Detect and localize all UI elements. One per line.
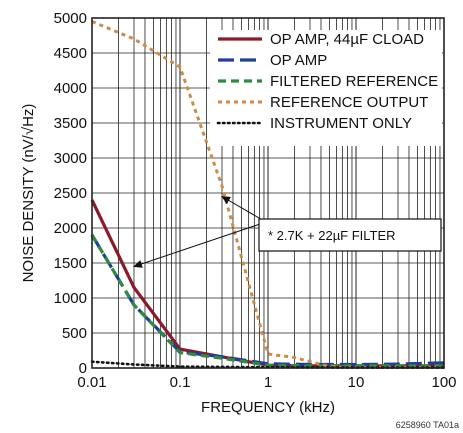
- legend-label-5: INSTRUMENT ONLY: [270, 115, 412, 132]
- series-line-3: [90, 234, 444, 368]
- legend-label-3: FILTERED REFERENCE: [270, 73, 438, 90]
- figure-id: 6258960 TA01a: [396, 420, 459, 430]
- y-tick-label: 500: [62, 325, 87, 342]
- y-tick-label: 4000: [54, 80, 87, 97]
- x-tick-label: 0.1: [170, 374, 191, 391]
- annotation-text: * 2.7K + 22µF FILTER: [268, 228, 396, 243]
- series-line-2: [90, 234, 445, 367]
- x-axis-title: FREQUENCY (kHz): [201, 399, 335, 416]
- y-tick-label: 3500: [54, 115, 87, 132]
- x-tick-label: 0.01: [77, 374, 106, 391]
- legend: OP AMP, 44µF CLOAD OP AMP FILTERED REFEREN…: [210, 30, 442, 146]
- annotation: * 2.7K + 22µF FILTER: [133, 195, 442, 268]
- y-tick-label: 3000: [54, 150, 87, 167]
- legend-label-1: OP AMP, 44µF CLOAD: [270, 31, 424, 48]
- y-tick-label: 2000: [54, 220, 87, 237]
- legend-box: [210, 30, 442, 146]
- legend-label-2: OP AMP: [270, 52, 327, 69]
- annotation-box: [258, 218, 442, 252]
- x-tick-label: 1: [264, 374, 272, 391]
- annotation-arrow-2: [221, 195, 267, 223]
- y-tick-label: 1500: [54, 255, 87, 272]
- y-tick-label: 5000: [54, 10, 87, 27]
- annotation-arrow-1: [133, 221, 267, 268]
- y-tick-label: 2500: [54, 185, 87, 202]
- plot-frame: [91, 17, 445, 369]
- y-tick-label: 4500: [54, 45, 87, 62]
- y-tick-label: 1000: [54, 290, 87, 307]
- x-tick-label: 100: [431, 374, 456, 391]
- legend-label-4: REFERENCE OUTPUT: [270, 94, 428, 111]
- x-tick-label: 10: [348, 374, 365, 391]
- tick-labels: 0 500 1000 1500 2000 2500 3000 3500 4000 4500 5000…: [54, 10, 457, 391]
- y-axis-title: NOISE DENSITY (nV/√Hz): [20, 104, 37, 283]
- y-tick-label: 0: [79, 360, 87, 377]
